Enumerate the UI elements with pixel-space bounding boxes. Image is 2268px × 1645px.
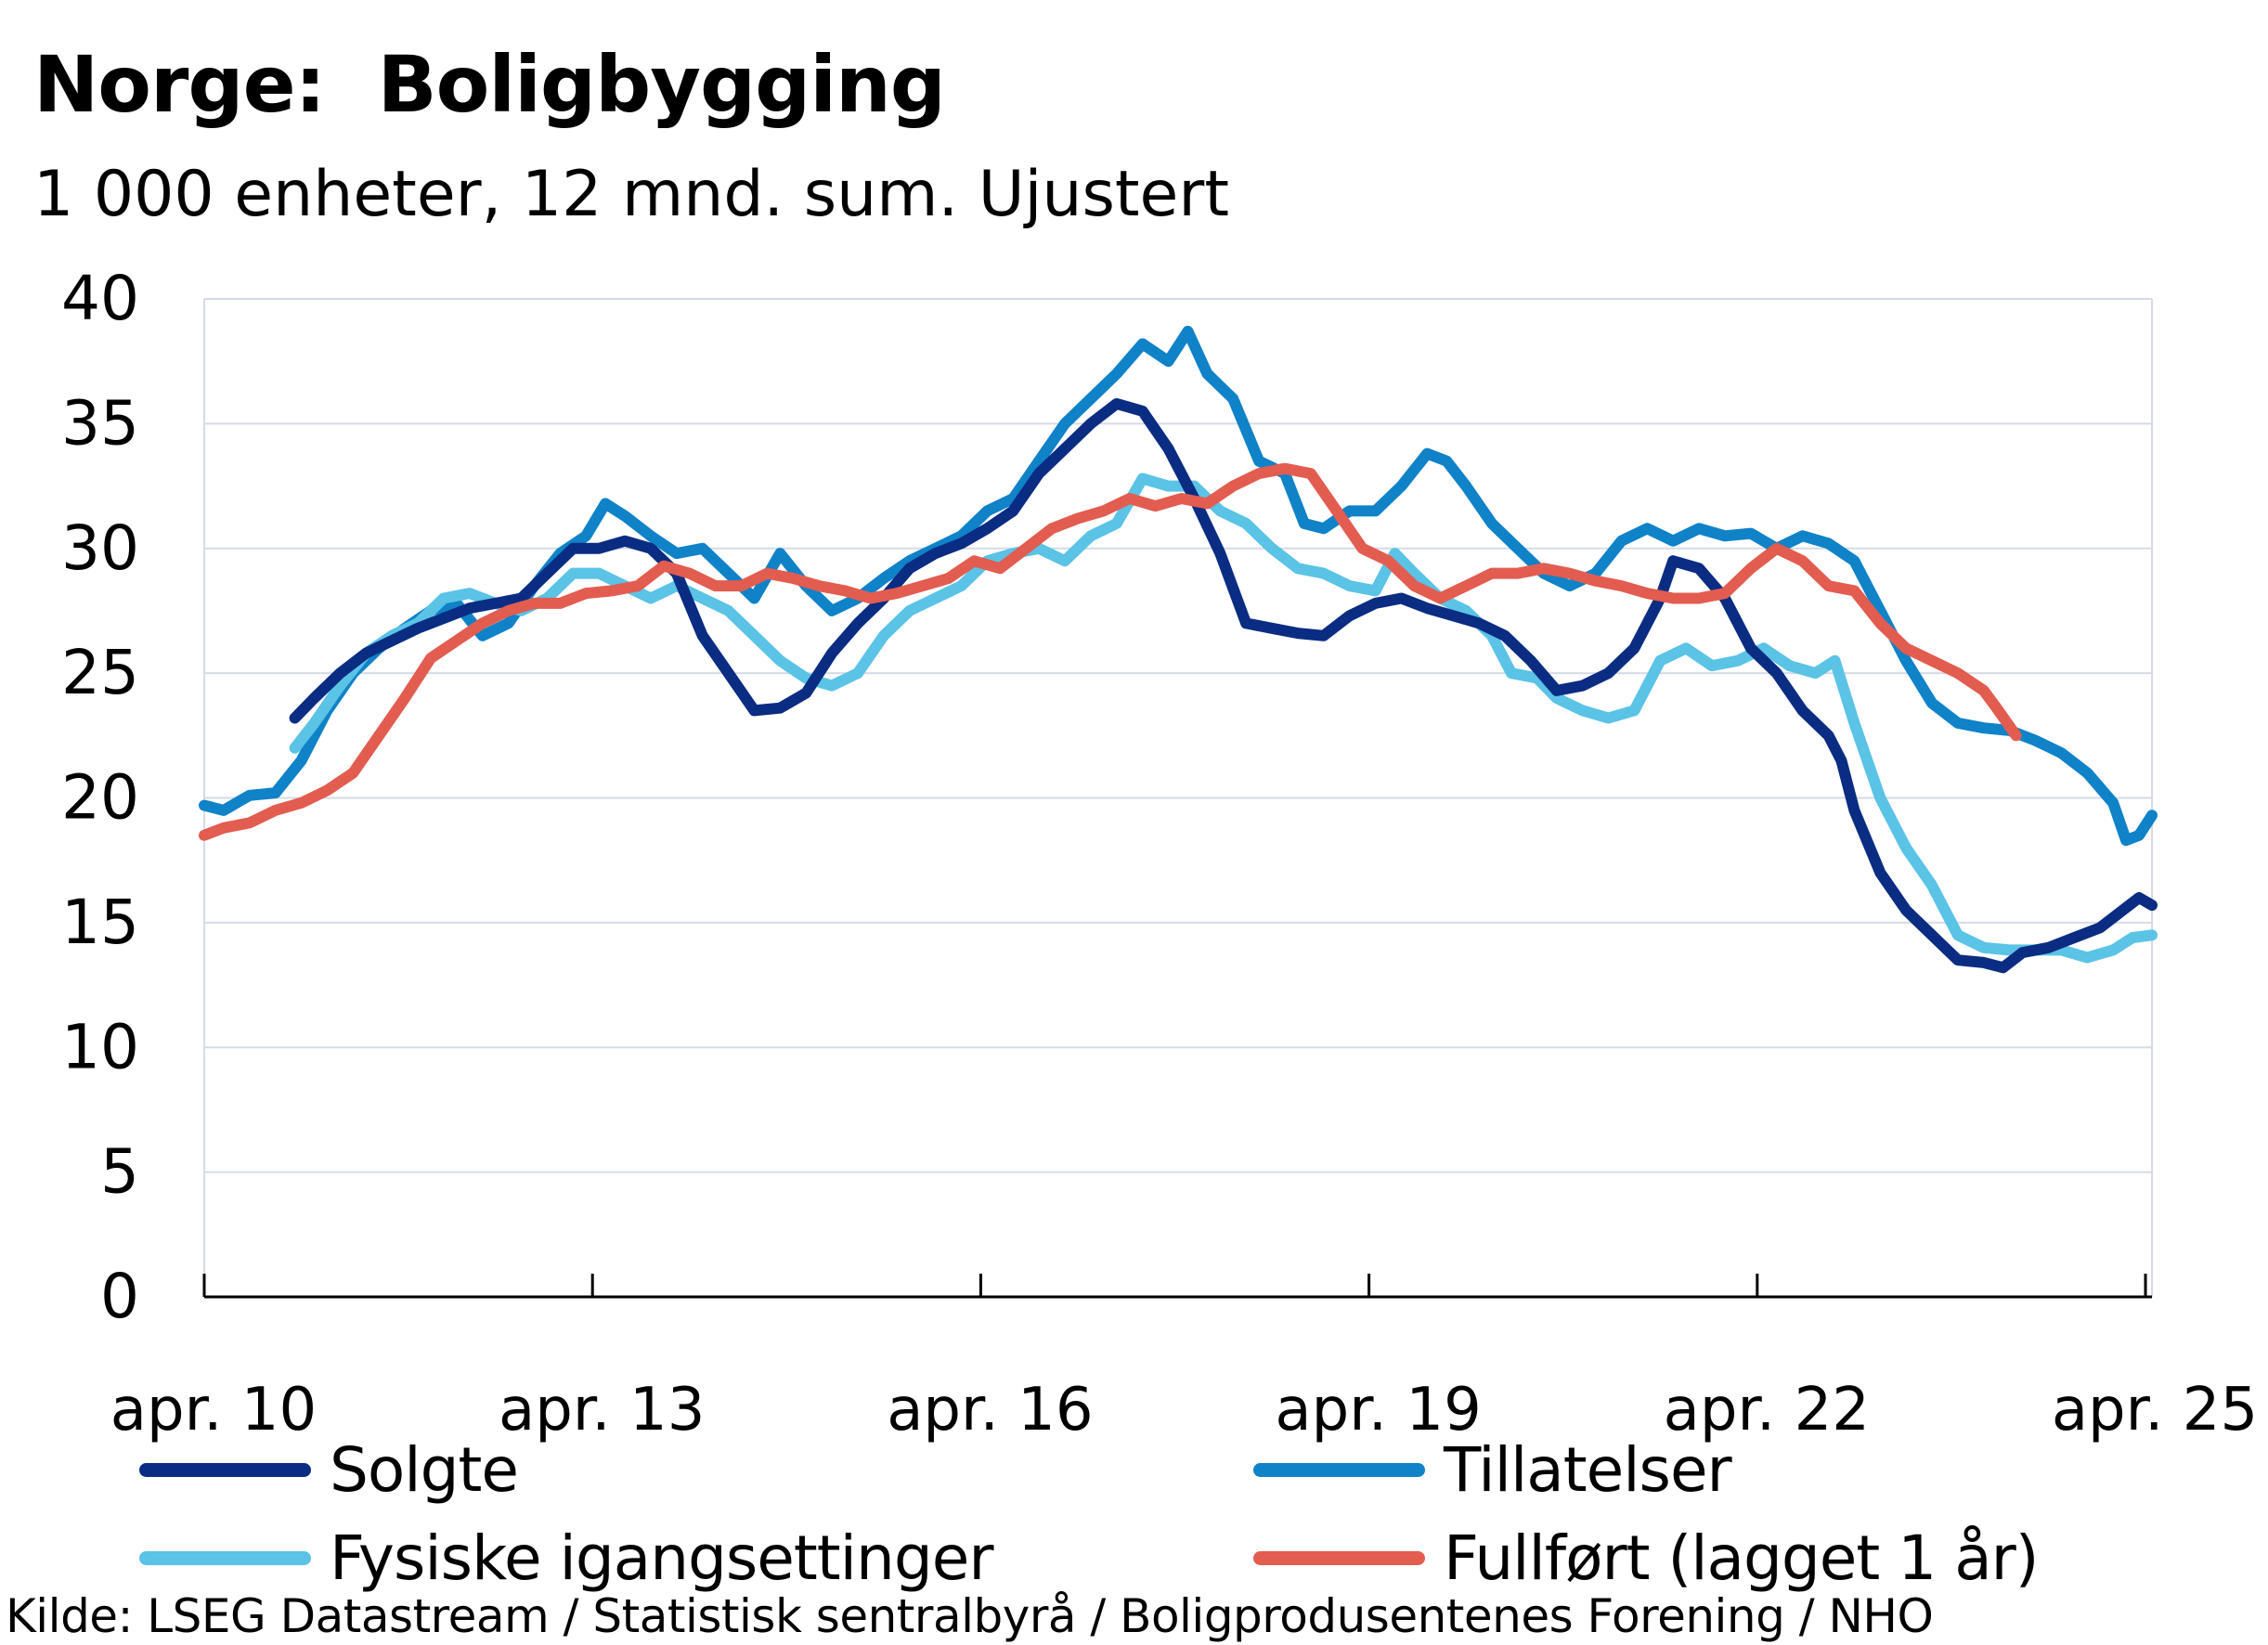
y-tick-label: 15 <box>61 887 139 958</box>
y-tick-label: 0 <box>100 1261 139 1332</box>
legend-swatch-tillatelser <box>1253 1463 1425 1477</box>
legend-label-tillatelser: Tillatelser <box>1444 1434 1732 1506</box>
chart-subtitle: 1 000 enheter, 12 mnd. sum. Ujustert <box>33 158 1230 231</box>
legend-label-solgte: Solgte <box>330 1434 519 1506</box>
legend-swatch-fullfort <box>1253 1551 1425 1565</box>
source-note: Kilde: LSEG Datastream / Statistisk sent… <box>6 1589 1934 1643</box>
series-line-1 <box>289 473 2158 964</box>
grid-lines <box>203 298 2153 1297</box>
y-tick-label: 30 <box>61 512 139 584</box>
x-tick-label: apr. 25 <box>2052 1376 2258 1444</box>
series-lines <box>199 325 2158 974</box>
series-line-0 <box>199 325 2158 847</box>
x-tick-label: apr. 16 <box>887 1376 1093 1444</box>
series-line-2 <box>289 397 2158 974</box>
legend-item-fysiske: Fysiske igangsettinger <box>139 1522 993 1594</box>
tick-labels: 0 5 10 15 20 25 30 35 40 apr. 10 apr. 13 apr. 16 apr… <box>61 263 2258 1444</box>
legend-label-fysiske: Fysiske igangsettinger <box>330 1522 993 1594</box>
x-tick-label: apr. 13 <box>499 1376 705 1444</box>
chart-title: Norge: Boligbygging <box>33 39 946 130</box>
x-tick-label: apr. 10 <box>110 1376 317 1444</box>
axes <box>202 1274 2152 1299</box>
y-tick-label: 35 <box>61 387 139 459</box>
legend-item-fullfort: Fullført (lagget 1 år) <box>1253 1522 2040 1594</box>
legend-item-solgte: Solgte <box>139 1434 519 1506</box>
x-tick-label: apr. 19 <box>1275 1376 1481 1444</box>
legend-item-tillatelser: Tillatelser <box>1253 1434 1732 1506</box>
y-tick-label: 10 <box>61 1011 139 1082</box>
legend-swatch-solgte <box>139 1463 311 1477</box>
legend-label-fullfort: Fullført (lagget 1 år) <box>1444 1522 2040 1594</box>
series-line-3 <box>199 462 2022 841</box>
x-tick-label: apr. 22 <box>1664 1376 1870 1444</box>
y-tick-label: 5 <box>100 1136 139 1208</box>
y-tick-label: 20 <box>61 762 139 834</box>
legend-swatch-fysiske <box>139 1551 311 1565</box>
y-tick-label: 25 <box>61 637 139 708</box>
y-tick-label: 40 <box>61 263 139 334</box>
